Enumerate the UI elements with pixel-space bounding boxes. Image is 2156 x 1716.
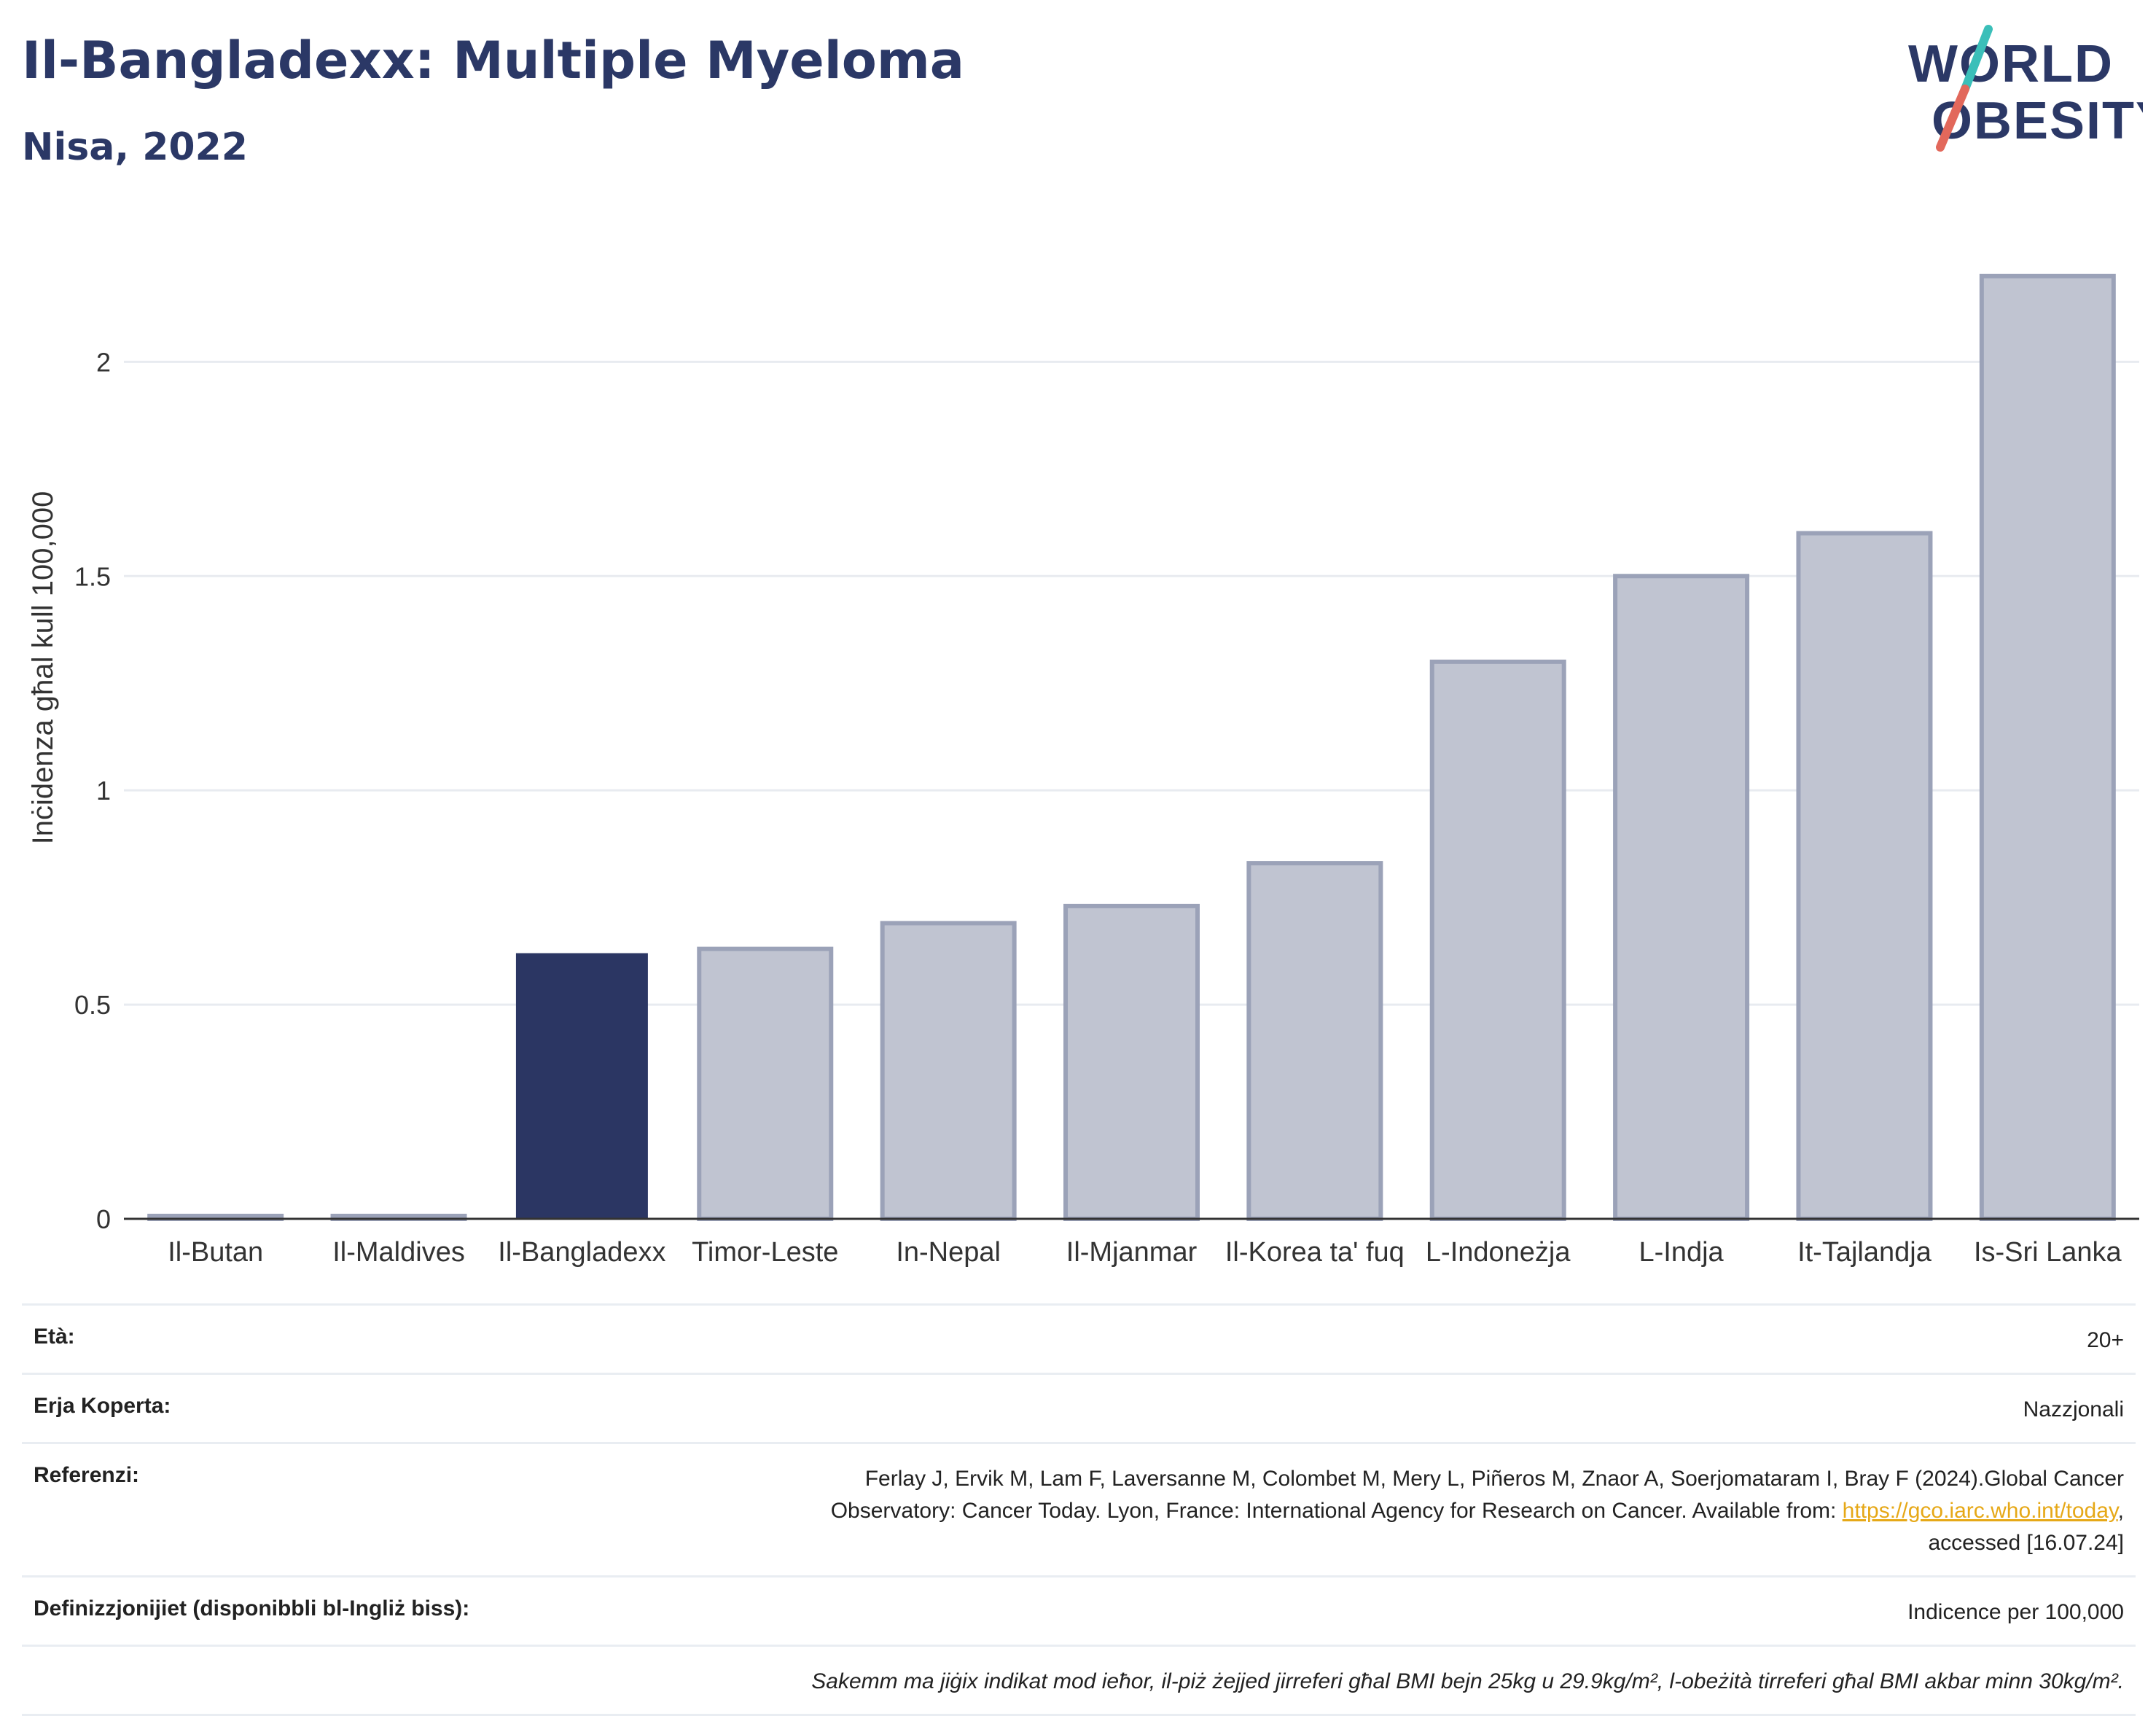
bar-chart: 0 0.5 1 1.5 2 Il-Butan Il-Maldives Il-Banglade… <box>27 273 2139 1268</box>
meta-row-note: Sakemm ma jiġix indikat mod ieħor, il-pi… <box>22 1645 2136 1716</box>
age-label: Età: <box>34 1325 75 1349</box>
bmi-note: Sakemm ma jiġix indikat mod ieħor, il-pi… <box>811 1669 2124 1693</box>
meta-row-references: Referenzi: Ferlay J, Ervik M, Lam F, Lav… <box>22 1442 2136 1575</box>
meta-row-area: Erja Koperta: Nazzjonali <box>22 1373 2136 1442</box>
x-tick-label: L-Indja <box>1639 1237 1724 1268</box>
y-tick-label: 1.5 <box>74 561 111 591</box>
logo-text-world: WORLD <box>1908 35 2114 93</box>
y-axis-label: Inċidenza għal kull 100,000 <box>27 491 59 845</box>
bar <box>1063 903 1200 1221</box>
meta-row-definitions: Definizzjonijiet (disponibbli bl-Ingliż … <box>22 1575 2136 1645</box>
definitions-label: Definizzjonijiet (disponibbli bl-Ingliż … <box>34 1596 470 1621</box>
area-label: Erja Koperta: <box>34 1394 171 1418</box>
references-label: Referenzi: <box>34 1463 140 1487</box>
x-tick-label: Il-Bangladexx <box>498 1237 665 1268</box>
x-tick-labels: Il-Butan Il-Maldives Il-Bangladexx Timor-Le… <box>168 1237 2122 1268</box>
area-value: Nazzjonali <box>2023 1397 2124 1421</box>
bar <box>1429 659 1566 1221</box>
logo-slash-top <box>1961 25 1993 93</box>
x-tick-label: Timor-Leste <box>692 1237 838 1268</box>
y-tick-label: 0.5 <box>74 990 111 1020</box>
bar <box>1979 273 2116 1222</box>
references-value: Ferlay J, Ervik M, Lam F, Laversanne M, … <box>831 1463 2124 1559</box>
references-link[interactable]: https://gco.iarc.who.int/today <box>1842 1499 2118 1523</box>
definitions-value: Indicence per 100,000 <box>1907 1600 2124 1624</box>
chart-title: Il-Bangladexx: Multiple Myeloma <box>22 31 965 90</box>
meta-row-age: Età: 20+ <box>22 1303 2136 1373</box>
y-tick-label: 1 <box>96 776 111 806</box>
x-tick-label: It-Tajlandja <box>1797 1237 1932 1268</box>
y-tick-label: 2 <box>96 347 111 377</box>
x-tick-label: Il-Maldives <box>332 1237 465 1268</box>
age-value: 20+ <box>2087 1328 2124 1352</box>
x-tick-label: Il-Korea ta' fuq <box>1225 1237 1405 1268</box>
x-tick-label: Il-Butan <box>168 1237 263 1268</box>
y-tick-labels: 0 0.5 1 1.5 2 <box>74 347 111 1234</box>
references-line-2: Observatory: Cancer Today. Lyon, France:… <box>830 1499 1843 1523</box>
y-tick-label: 0 <box>96 1204 111 1234</box>
references-line-1: Ferlay J, Ervik M, Lam F, Laversanne M, … <box>864 1467 2124 1491</box>
logo-text-obesity: OBESITY <box>1932 92 2143 150</box>
references-line-2-end: , <box>2117 1499 2124 1523</box>
bar <box>1246 861 1383 1222</box>
chart-subtitle: Nisa, 2022 <box>22 125 248 169</box>
metadata-table: Età: 20+ Erja Koperta: Nazzjonali Refere… <box>22 1303 2136 1716</box>
x-tick-label: Il-Mjanmar <box>1066 1237 1198 1268</box>
bar <box>1796 531 1933 1221</box>
bar <box>515 953 648 1219</box>
references-line-3: accessed [16.07.24] <box>1928 1531 2124 1555</box>
x-tick-label: In-Nepal <box>896 1237 1001 1268</box>
world-obesity-logo: WORLD OBESITY <box>1908 25 2143 152</box>
bar <box>1613 574 1750 1221</box>
logo-slash-bottom <box>1936 85 1969 152</box>
x-tick-label: Is-Sri Lanka <box>1974 1237 2122 1268</box>
bar <box>697 946 834 1221</box>
x-tick-label: L-Indoneżja <box>1426 1237 1571 1268</box>
bars <box>147 273 2116 1222</box>
bar <box>880 921 1017 1222</box>
